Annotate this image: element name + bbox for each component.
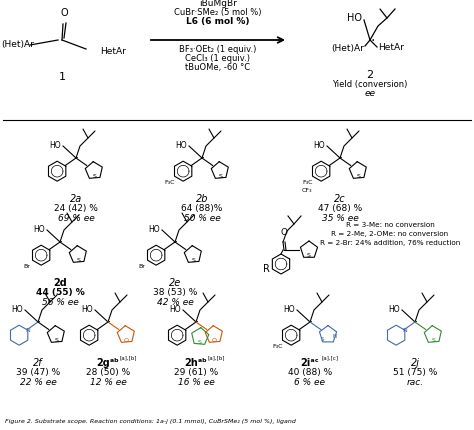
Text: 56 % ee: 56 % ee: [42, 298, 78, 307]
Text: 2iᵃᶜ: 2iᵃᶜ: [301, 358, 319, 368]
Text: S: S: [356, 174, 360, 179]
Text: ·: ·: [76, 153, 80, 163]
Text: 2hᵃᵇ: 2hᵃᵇ: [185, 358, 207, 368]
Text: 44 (55) %: 44 (55) %: [36, 288, 84, 297]
Text: 12 % ee: 12 % ee: [90, 378, 127, 387]
Text: HO: HO: [313, 141, 325, 150]
Text: R = 3-Me: no conversion: R = 3-Me: no conversion: [346, 222, 434, 228]
Text: 2gᵃᵇ: 2gᵃᵇ: [97, 358, 119, 368]
Text: HetAr: HetAr: [100, 46, 126, 55]
Text: Yield (conversion): Yield (conversion): [332, 80, 408, 89]
Text: HO: HO: [11, 304, 23, 313]
Text: 6 % ee: 6 % ee: [294, 378, 326, 387]
Text: 42 % ee: 42 % ee: [156, 298, 193, 307]
Text: HetAr: HetAr: [378, 43, 404, 52]
Text: rac.: rac.: [406, 378, 424, 387]
Text: O: O: [281, 228, 288, 237]
Text: ·: ·: [202, 153, 206, 163]
Text: F₃C: F₃C: [302, 180, 312, 185]
Text: 29 (61) %: 29 (61) %: [174, 368, 218, 377]
Text: ·: ·: [416, 317, 419, 327]
Text: ·: ·: [175, 237, 179, 247]
Text: S: S: [321, 337, 324, 341]
Text: [a],[b]: [a],[b]: [120, 355, 137, 360]
Text: HO: HO: [169, 304, 181, 313]
Text: F₃C: F₃C: [272, 344, 283, 349]
Text: 2a: 2a: [70, 194, 82, 204]
Text: 2: 2: [366, 70, 374, 80]
Text: HO: HO: [49, 141, 61, 150]
Text: 51 (75) %: 51 (75) %: [393, 368, 437, 377]
Text: R = 2-Br: 24% addition, 76% reduction: R = 2-Br: 24% addition, 76% reduction: [320, 240, 460, 246]
Text: ·: ·: [38, 317, 42, 327]
Text: 35 % ee: 35 % ee: [322, 214, 358, 223]
Text: S: S: [55, 338, 58, 343]
Text: ee: ee: [365, 89, 375, 98]
Text: 47 (68) %: 47 (68) %: [318, 204, 362, 213]
Text: 50 % ee: 50 % ee: [183, 214, 220, 223]
Text: 64 (88)%: 64 (88)%: [182, 204, 223, 213]
Text: 40 (88) %: 40 (88) %: [288, 368, 332, 377]
Text: CuBr·SMe₂ (5 mol %): CuBr·SMe₂ (5 mol %): [174, 8, 262, 17]
Text: N: N: [25, 328, 30, 333]
Text: iBuMgBr: iBuMgBr: [199, 0, 237, 8]
Text: 24 (42) %: 24 (42) %: [54, 204, 98, 213]
Text: F₃C: F₃C: [164, 180, 174, 185]
Text: ·: ·: [371, 34, 375, 48]
Text: Br: Br: [139, 264, 146, 269]
Text: (Het)Ar: (Het)Ar: [1, 40, 35, 49]
Text: (Het)Ar: (Het)Ar: [331, 43, 364, 52]
Text: R = 2-Me, 2-OMe: no conversion: R = 2-Me, 2-OMe: no conversion: [331, 231, 448, 237]
Text: 2e: 2e: [169, 278, 181, 288]
Text: 2d: 2d: [53, 278, 67, 288]
Text: 39 (47) %: 39 (47) %: [16, 368, 60, 377]
Text: S: S: [92, 174, 96, 179]
Text: S: S: [198, 340, 201, 345]
Text: HO: HO: [175, 141, 187, 150]
Text: O: O: [212, 338, 217, 343]
Text: HO: HO: [347, 13, 362, 23]
Text: CF₃: CF₃: [302, 187, 312, 193]
Text: CeCl₃ (1 equiv.): CeCl₃ (1 equiv.): [185, 54, 250, 63]
Text: ·: ·: [109, 317, 111, 327]
Text: HO: HO: [388, 304, 400, 313]
Text: tBuOMe, -60 °C: tBuOMe, -60 °C: [185, 63, 251, 72]
Text: BF₃·OEt₂ (1 equiv.): BF₃·OEt₂ (1 equiv.): [179, 45, 257, 54]
Text: [a],[c]: [a],[c]: [322, 355, 339, 360]
Text: 2c: 2c: [334, 194, 346, 204]
Text: O: O: [60, 8, 68, 18]
Text: HO: HO: [148, 224, 160, 233]
Text: 2b: 2b: [196, 194, 208, 204]
Text: L6 (6 mol %): L6 (6 mol %): [186, 17, 250, 26]
Text: 16 % ee: 16 % ee: [178, 378, 214, 387]
Text: N: N: [332, 334, 337, 339]
Text: S: S: [77, 258, 81, 263]
Text: ·: ·: [197, 317, 200, 327]
Text: 1: 1: [58, 72, 65, 82]
Text: Br: Br: [24, 264, 31, 269]
Text: ·: ·: [340, 153, 344, 163]
Text: S: S: [307, 253, 311, 258]
Text: [a],[b]: [a],[b]: [208, 355, 226, 360]
Text: S: S: [219, 174, 222, 179]
Text: 69 % ee: 69 % ee: [58, 214, 94, 223]
Text: 2f: 2f: [33, 358, 43, 368]
Text: HO: HO: [82, 304, 93, 313]
Text: HO: HO: [33, 224, 45, 233]
Text: S: S: [431, 338, 436, 343]
Text: Figure 2. Substrate scope. Reaction conditions: 1a-j (0.1 mmol), CuBrSMe₂ (5 mol: Figure 2. Substrate scope. Reaction cond…: [5, 419, 296, 424]
Text: ·: ·: [61, 237, 64, 247]
Text: 38 (53) %: 38 (53) %: [153, 288, 197, 297]
Text: O: O: [124, 338, 129, 343]
Text: 22 % ee: 22 % ee: [19, 378, 56, 387]
Text: HO: HO: [283, 304, 295, 313]
Text: ·: ·: [310, 317, 313, 327]
Text: 2j: 2j: [410, 358, 419, 368]
Text: 28 (50) %: 28 (50) %: [86, 368, 130, 377]
Text: N: N: [402, 328, 407, 333]
Text: S: S: [191, 258, 195, 263]
Text: R: R: [263, 264, 269, 274]
